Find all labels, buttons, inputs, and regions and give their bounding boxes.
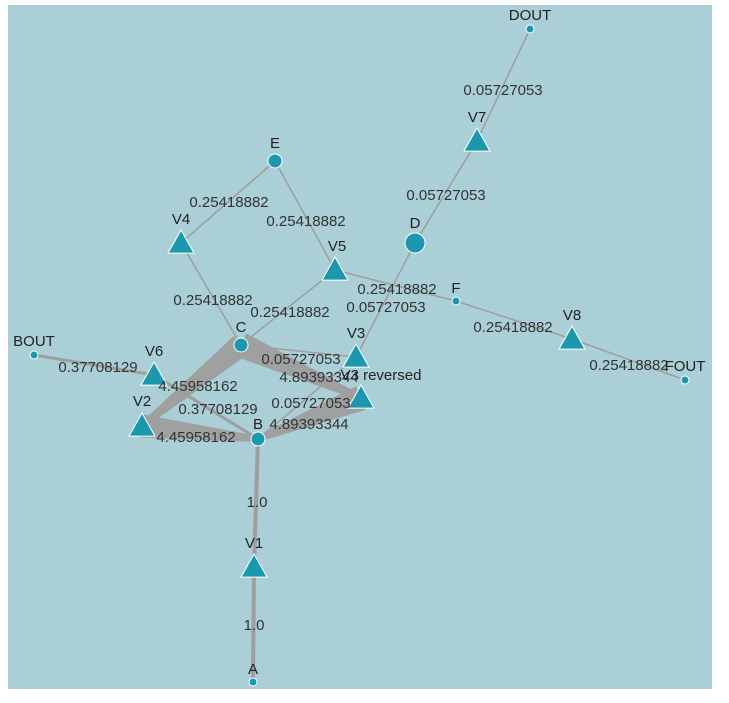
edge-label-D-V7: 0.05727053 (406, 187, 485, 204)
edge-F-V8 (455, 300, 573, 340)
node-label-DOUT: DOUT (509, 7, 552, 24)
node-label-V7: V7 (468, 109, 486, 126)
node-label-B: B (253, 416, 263, 433)
edge-label-V3r-C: 4.89393344 (279, 369, 358, 386)
node-label-BOUT: BOUT (13, 333, 55, 350)
node-DOUT[interactable] (525, 24, 535, 34)
node-FOUT[interactable] (680, 375, 690, 385)
node-D[interactable] (404, 232, 426, 254)
node-A[interactable] (248, 677, 258, 687)
edge-label-F-V8: 0.25418882 (473, 319, 552, 336)
node-label-F: F (451, 280, 460, 297)
edge-D-V7 (414, 140, 478, 244)
edge-label-B-V3r: 4.89393344 (269, 416, 348, 433)
node-label-V3r: V3 reversed (341, 367, 422, 384)
node-V7[interactable] (463, 126, 491, 152)
edge-V5-C (240, 269, 336, 346)
edge-V3r-C (235, 333, 363, 401)
edge-V5-F (334, 269, 457, 302)
node-E[interactable] (267, 153, 283, 169)
edge-label-V3-B: 0.05727053 (271, 395, 350, 412)
edge-E-V5 (274, 160, 336, 271)
edge-C-V4 (180, 242, 242, 346)
edge-V4-E (180, 160, 276, 244)
edge-label-V1-B: 1.0 (247, 494, 268, 511)
node-label-V3: V3 (347, 325, 365, 342)
edge-B-V2 (140, 414, 259, 442)
node-V4[interactable] (167, 228, 195, 254)
node-label-V5: V5 (328, 238, 346, 255)
edge-A-V1 (251, 565, 256, 684)
edge-label-A-V1: 1.0 (244, 617, 265, 634)
node-V8[interactable] (558, 324, 586, 350)
node-label-V6: V6 (145, 343, 163, 360)
node-V1[interactable] (240, 552, 268, 578)
node-V6[interactable] (140, 360, 168, 386)
edge-B-V3r (256, 386, 366, 442)
node-label-V4: V4 (172, 211, 190, 228)
edge-label-C-V3: 0.05727053 (261, 351, 340, 368)
node-label-V1: V1 (245, 535, 263, 552)
edge-labels-layer: 1.0 1.0 4.45958162 4.45958162 0.37708129 0.37… (58, 82, 668, 634)
node-label-D: D (410, 215, 421, 232)
node-label-A: A (248, 661, 258, 678)
edge-label-V8-FOUT: 0.25418882 (589, 357, 668, 374)
edge-label-V2-C: 4.45958162 (158, 378, 237, 395)
node-V2[interactable] (128, 411, 156, 437)
edge-label-V6-BOUT: 0.37708129 (58, 359, 137, 376)
node-label-V8: V8 (563, 307, 581, 324)
edge-V1-B (252, 437, 260, 569)
network-graph: 1.0 1.0 4.45958162 4.45958162 0.37708129 0.37… (13, 7, 705, 687)
edge-label-V7-DOUT: 0.05727053 (463, 82, 542, 99)
edge-label-V3-D: 0.05727053 (346, 299, 425, 316)
edge-V6-BOUT (32, 353, 156, 377)
node-V5[interactable] (321, 255, 349, 281)
edge-C-V3 (240, 344, 357, 358)
node-labels-layer: A B C D E F BOUT DOUT FOUT V1 V2 V3 V3 reversed V4 V5 V… (13, 7, 705, 678)
edge-V7-DOUT (476, 28, 531, 142)
node-V3[interactable] (342, 342, 370, 368)
edge-label-B-V6: 0.37708129 (178, 401, 257, 418)
edge-V8-FOUT (571, 338, 686, 381)
node-label-FOUT: FOUT (665, 358, 706, 375)
nodes-layer (29, 24, 690, 687)
node-BOUT[interactable] (29, 350, 39, 360)
edge-label-C-V4: 0.25418882 (173, 292, 252, 309)
node-label-C: C (236, 319, 247, 336)
edge-V3-D (355, 242, 416, 358)
node-label-V2: V2 (133, 393, 151, 410)
graph-canvas: 1.0 1.0 4.45958162 4.45958162 0.37708129 0.37… (8, 5, 712, 689)
edge-V2-C (140, 336, 249, 429)
edge-label-V4-E: 0.25418882 (189, 194, 268, 211)
node-label-E: E (270, 135, 280, 152)
edge-B-V6 (152, 373, 260, 441)
edges-layer (32, 28, 686, 684)
node-F[interactable] (451, 296, 461, 306)
edge-label-V5-F: 0.25418882 (357, 281, 436, 298)
node-B[interactable] (250, 431, 266, 447)
edge-V3-B (257, 356, 357, 440)
edge-label-V5-C: 0.25418882 (250, 304, 329, 321)
node-V3r[interactable] (347, 383, 375, 409)
edge-label-B-V2: 4.45958162 (156, 429, 235, 446)
edge-label-E-V5: 0.25418882 (266, 213, 345, 230)
node-C[interactable] (233, 337, 249, 353)
